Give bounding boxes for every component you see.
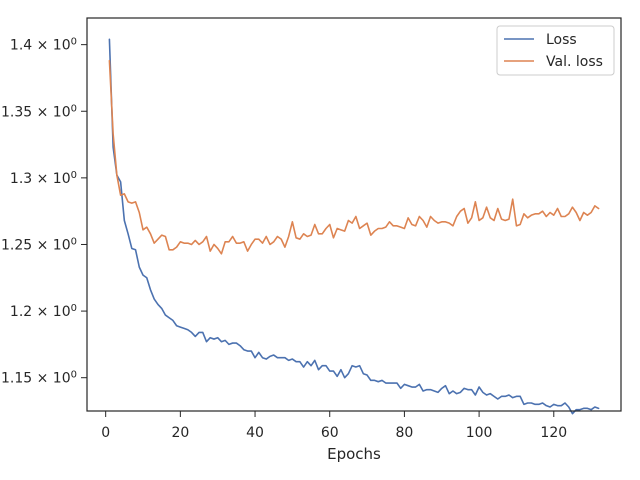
x-tick-label: 80 <box>395 425 413 441</box>
series-line-val-loss <box>108 59 600 255</box>
y-tick-label: 1.25 × 100 <box>1 236 77 254</box>
y-tick-label: 1.15 × 100 <box>1 369 77 387</box>
x-tick-label: 0 <box>101 425 110 441</box>
x-tick-label: 100 <box>466 425 493 441</box>
y-axis-ticks: 1.15 × 100 1.2 × 100 1.25 × 100 1.3 × 100 1.… <box>1 36 87 387</box>
x-tick-label: 40 <box>246 425 264 441</box>
x-tick-label: 20 <box>171 425 189 441</box>
legend-label-loss: Loss <box>546 32 577 48</box>
y-tick-label: 1.35 × 100 <box>1 103 77 121</box>
x-tick-label: 120 <box>540 425 567 441</box>
x-axis-ticks: 0 20 40 60 80 100 120 <box>101 411 567 441</box>
y-tick-label: 1.2 × 100 <box>10 303 77 321</box>
y-tick-label: 1.3 × 100 <box>10 169 77 187</box>
series-layer <box>108 38 600 415</box>
legend: Loss Val. loss <box>496 25 615 76</box>
y-tick-label: 1.4 × 100 <box>10 36 77 54</box>
x-tick-label: 60 <box>321 425 339 441</box>
x-axis-label: Epochs <box>327 445 381 463</box>
series-line-loss <box>108 38 600 415</box>
plot-frame <box>86 17 622 412</box>
legend-label-val-loss: Val. loss <box>546 54 603 70</box>
